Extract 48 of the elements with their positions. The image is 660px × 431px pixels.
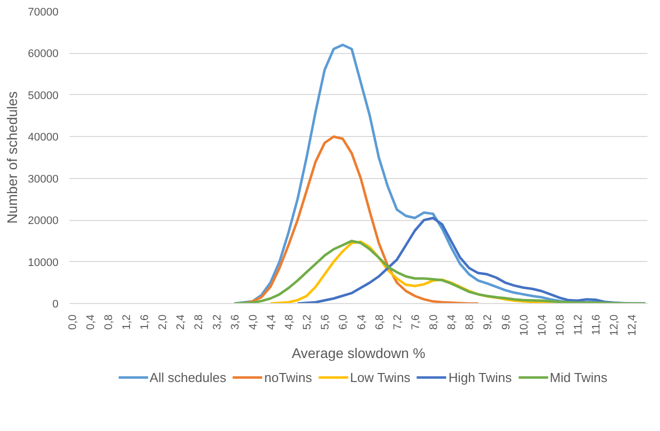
x-tick-label: 8,0	[428, 314, 440, 330]
y-axis-title: Number of schedules	[4, 91, 20, 224]
x-tick-label: 12,4	[626, 314, 639, 336]
line-series	[233, 240, 646, 304]
x-tick-label: 6,8	[374, 314, 386, 330]
x-tick-label: 3,6	[229, 314, 242, 330]
x-tick-label: 9,2	[482, 314, 494, 330]
x-tick-label: 0,4	[84, 314, 97, 330]
y-tick-label: 30000	[28, 173, 59, 186]
x-tick-label: 5,2	[302, 314, 314, 330]
x-tick-label: 4,0	[247, 314, 260, 330]
x-tick-label: 5,6	[320, 314, 332, 330]
x-tick-label: 2,8	[193, 314, 206, 330]
y-tick-label: 0	[52, 298, 59, 310]
x-tick-label: 1,6	[139, 314, 152, 330]
y-tick-label: 70000	[28, 6, 59, 18]
x-tick-label: 3,2	[211, 314, 224, 330]
x-tick-label: 6,4	[356, 314, 368, 330]
x-axis-title: Average slowdown %	[292, 344, 426, 361]
x-tick-label: 12,0	[608, 314, 621, 336]
x-tick-label: 10,8	[554, 314, 566, 336]
x-tick-label: 2,4	[175, 314, 188, 330]
x-tick-label: 9,6	[500, 314, 512, 330]
x-tick-label: 6,0	[338, 314, 350, 330]
y-tick-label: 50000	[28, 90, 59, 102]
x-tick-label: 4,8	[284, 314, 296, 330]
x-tick-label: 7,6	[410, 314, 422, 330]
y-tick-label: 20000	[28, 215, 59, 228]
x-tick-label: 2,0	[157, 314, 170, 330]
x-tick-label: 0,0	[66, 314, 79, 330]
legend-label: All schedules	[150, 370, 226, 384]
legend-label: High Twins	[448, 370, 512, 384]
x-tick-label: 8,8	[464, 314, 476, 330]
x-tick-label: 7,2	[392, 314, 404, 330]
legend-label: Low Twins	[350, 370, 410, 384]
y-tick-label: 10000	[28, 256, 59, 269]
y-tick-label: 40000	[28, 132, 59, 144]
x-tick-label: 10,0	[518, 314, 530, 336]
x-tick-label: 4,4	[265, 314, 278, 330]
x-tick-label: 0,8	[102, 314, 115, 330]
x-tick-label: 1,2	[120, 314, 133, 330]
x-tick-label: 8,4	[446, 314, 458, 330]
legend-label: Mid Twins	[550, 370, 608, 384]
x-tick-label: 11,6	[590, 314, 603, 336]
y-tick-label: 60000	[28, 48, 59, 60]
x-tick-label: 10,4	[536, 314, 548, 336]
legend-label: noTwins	[264, 370, 312, 384]
x-tick-label: 11,2	[572, 314, 585, 336]
